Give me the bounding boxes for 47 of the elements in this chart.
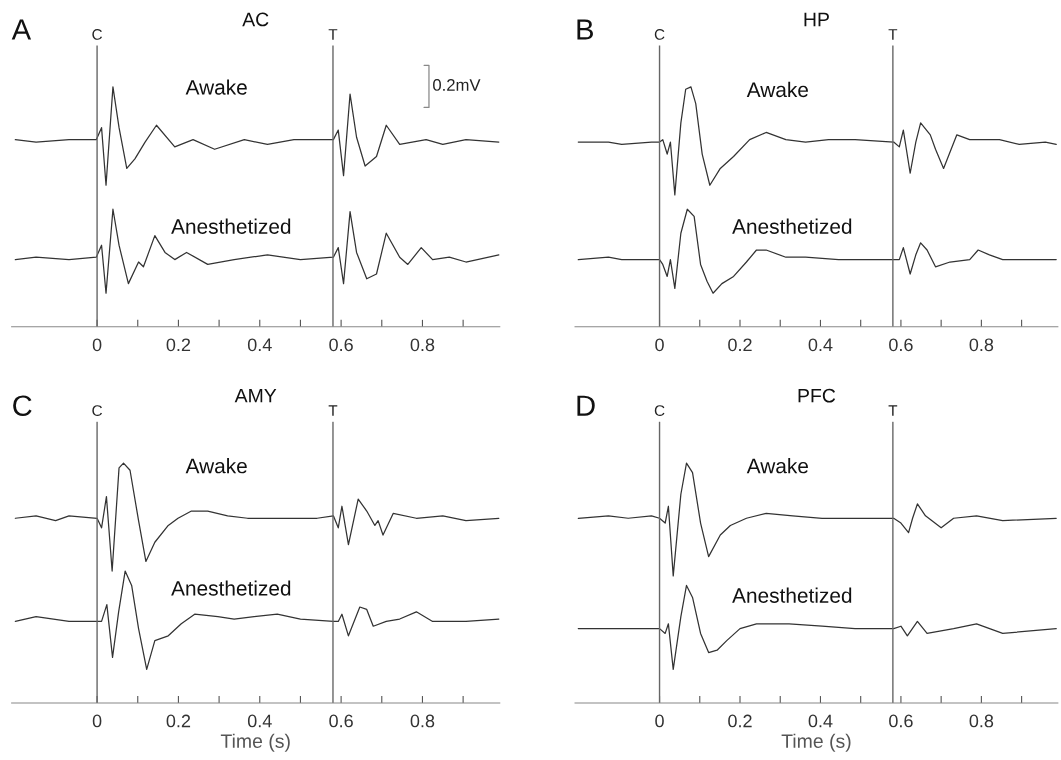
x-tick-label: 0.2 xyxy=(166,338,191,352)
x-axis-title: Time (s) xyxy=(220,733,290,752)
text: A xyxy=(11,19,32,40)
x-tick-label: 0 xyxy=(92,714,102,728)
x-tick-label: 0.6 xyxy=(329,338,353,352)
x-tick-label: 0.8 xyxy=(410,338,435,352)
x-tick-label: 0.6 xyxy=(889,714,913,728)
ref-line-label: C xyxy=(654,28,665,40)
ref-line-label: C xyxy=(92,405,103,416)
x-tick-label: 0.4 xyxy=(808,714,833,728)
x-tick-label: 0.4 xyxy=(247,338,272,352)
series-label: Anesthetized xyxy=(171,580,291,596)
text: Awake xyxy=(185,79,247,95)
series-label: Anesthetized xyxy=(732,587,852,603)
x-tick-label: 0.8 xyxy=(410,714,435,728)
x-tick-label: 0.6 xyxy=(889,338,913,352)
x-axis-title: Time (s) xyxy=(781,733,851,752)
text: Awake xyxy=(746,458,808,474)
x-tick-label: 0.2 xyxy=(728,338,752,352)
annotation: 0.2mV xyxy=(433,79,481,91)
x-tick-label: 0 xyxy=(92,338,102,352)
text: B xyxy=(577,19,593,40)
x-tick-label: 0.8 xyxy=(969,714,994,728)
series-label: Anesthetized xyxy=(171,218,291,234)
x-tick-label: 0.4 xyxy=(808,338,833,352)
ref-line-label: T xyxy=(328,405,338,416)
x-tick-label: 0 xyxy=(655,338,664,352)
series-label: Awake xyxy=(185,458,247,474)
chart-title: AC xyxy=(242,12,269,27)
ref-line-label: T xyxy=(328,29,338,40)
chart-title: HP xyxy=(804,12,829,27)
ref-line-label: C xyxy=(92,28,103,40)
text: C xyxy=(13,395,32,417)
series-label: Anesthetized xyxy=(732,218,852,234)
x-tick-label: 0.2 xyxy=(166,714,191,728)
x-tick-label: 0.8 xyxy=(969,338,994,352)
x-tick-label: 0.2 xyxy=(728,714,752,728)
x-tick-label: 0.6 xyxy=(329,714,353,728)
chart-title: AMY xyxy=(234,388,277,403)
ref-line-label: C xyxy=(654,405,665,416)
series-label: Awake xyxy=(746,81,808,98)
ref-line-label: T xyxy=(888,405,898,416)
text: D xyxy=(577,395,595,416)
x-tick-label: 0.4 xyxy=(247,714,272,728)
x-tick-label: 0 xyxy=(655,714,664,728)
chart-title: PFC xyxy=(798,388,836,403)
ref-line-label: T xyxy=(888,29,898,40)
